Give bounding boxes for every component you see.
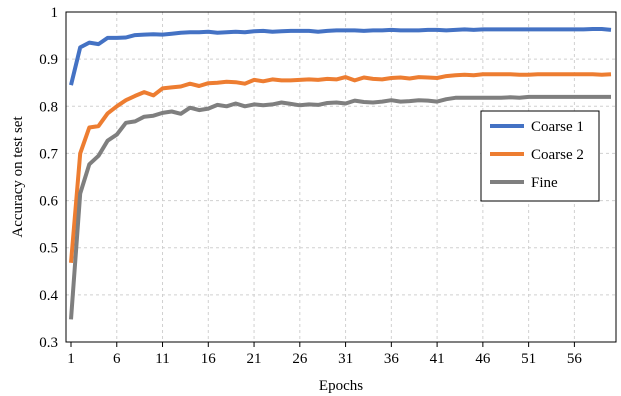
series-line-coarse-2 bbox=[69, 72, 612, 263]
series-line-fine bbox=[69, 94, 611, 320]
x-axis-title: Epochs bbox=[319, 378, 363, 394]
y-axis-ticks: 0.3 0.4 0.5 0.6 0.7 0.8 0.9 1 bbox=[39, 5, 58, 351]
y-tick-label: 0.3 bbox=[39, 335, 58, 351]
y-tick-label: 1 bbox=[51, 5, 59, 21]
x-tick-label: 41 bbox=[430, 351, 445, 367]
x-tick-label: 51 bbox=[521, 351, 536, 367]
x-tick-label: 46 bbox=[475, 351, 491, 367]
y-tick-label: 0.5 bbox=[39, 241, 58, 257]
y-tick-label: 0.4 bbox=[39, 288, 58, 304]
x-tick-label: 6 bbox=[113, 351, 121, 367]
grid bbox=[66, 12, 616, 342]
plot-area-frame bbox=[65, 11, 617, 343]
y-axis-title: Accuracy on test set bbox=[10, 116, 26, 238]
series-lines bbox=[69, 27, 612, 320]
y-tick-label: 0.9 bbox=[39, 52, 58, 68]
x-tick-label: 21 bbox=[247, 351, 262, 367]
x-tick-label: 16 bbox=[201, 351, 217, 367]
y-tick-label: 0.7 bbox=[39, 146, 58, 162]
legend-label: Coarse 1 bbox=[531, 119, 584, 135]
x-axis-ticks: 1 6 11 16 21 26 31 36 41 46 51 56 bbox=[67, 342, 582, 367]
x-tick-label: 56 bbox=[567, 351, 583, 367]
x-tick-label: 36 bbox=[384, 351, 400, 367]
legend-label: Fine bbox=[531, 175, 558, 191]
x-tick-label: 26 bbox=[292, 351, 308, 367]
series-line-coarse-1 bbox=[69, 27, 612, 86]
x-tick-label: 31 bbox=[338, 351, 353, 367]
x-tick-label: 1 bbox=[67, 351, 75, 367]
y-tick-label: 0.8 bbox=[39, 99, 58, 115]
x-tick-label: 11 bbox=[155, 351, 169, 367]
legend-label: Coarse 2 bbox=[531, 147, 584, 163]
y-tick-label: 0.6 bbox=[39, 194, 58, 210]
legend: Coarse 1 Coarse 2 Fine bbox=[480, 110, 600, 202]
